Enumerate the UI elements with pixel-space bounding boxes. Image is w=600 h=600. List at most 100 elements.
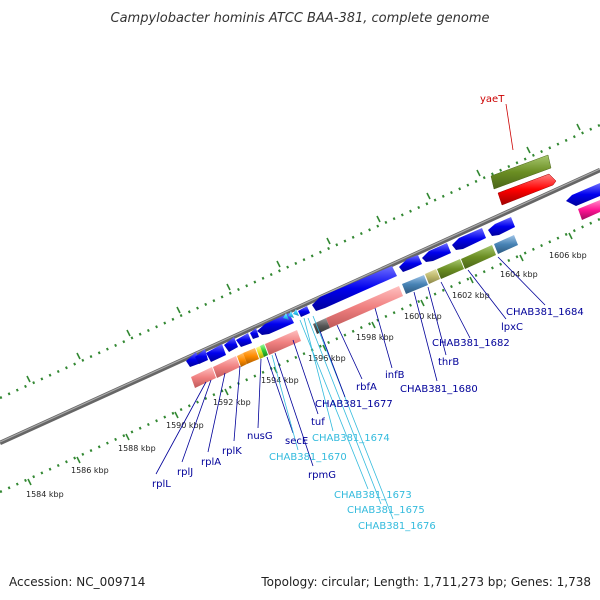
gene-label-CHAB381_1673[interactable]: CHAB381_1673 (334, 490, 412, 501)
cog-block (191, 367, 216, 388)
cds-arrow (236, 333, 252, 347)
scale-label: 1594 kbp (261, 376, 299, 385)
scale-label: 1590 kbp (166, 421, 204, 430)
gene-label-yaeT[interactable]: yaeT (480, 94, 505, 105)
scale-label: 1606 kbp (549, 251, 587, 260)
leader-secE (266, 356, 294, 434)
gene-label-thrB[interactable]: thrB (438, 357, 459, 368)
cds-row-reverse (186, 217, 515, 367)
leader-CHAB381_1680 (413, 291, 438, 382)
cog-block (243, 348, 259, 364)
leader-rbfA (336, 324, 363, 380)
cds-arrow (250, 328, 259, 339)
cog-block (437, 259, 464, 279)
feature-yaeT-olive (490, 154, 552, 190)
trna-arrow (293, 309, 299, 316)
cds-arrow (452, 228, 486, 250)
gene-label-CHAB381_1674[interactable]: CHAB381_1674 (312, 433, 390, 444)
gene-label-secE[interactable]: secE (285, 436, 308, 447)
cog-block (265, 330, 301, 355)
gene-label-tuf[interactable]: tuf (311, 417, 325, 428)
cog-block (313, 318, 330, 334)
trna-arrow (288, 311, 294, 318)
gene-label-rplK[interactable]: rplK (222, 446, 242, 457)
leader-CHAB381_1675 (307, 317, 382, 505)
gene-label-rplA[interactable]: rplA (201, 457, 221, 468)
cds-arrow (206, 344, 226, 362)
feature-edge-blue (566, 183, 600, 206)
scale-label: 1600 kbp (404, 312, 442, 321)
right-edge-features (566, 183, 600, 220)
gene-label-lpxC[interactable]: lpxC (501, 322, 523, 333)
leader-rplA (207, 372, 226, 453)
leader-rplL (155, 381, 207, 475)
scale-label: 1602 kbp (452, 291, 490, 300)
gene-labels: yaeT rplL rplJ rplA rplK nusG secE CHAB3… (152, 94, 584, 532)
scale-label: 1598 kbp (356, 333, 394, 342)
gene-label-rplJ[interactable]: rplJ (177, 467, 193, 478)
gene-label-rpmG[interactable]: rpmG (308, 470, 336, 481)
trna-arrow (283, 313, 289, 320)
cog-block (402, 275, 428, 294)
scale-labels: 1584 kbp 1586 kbp 1588 kbp 1590 kbp 1592… (26, 251, 587, 499)
gene-label-nusG[interactable]: nusG (247, 431, 273, 442)
scale-label: 1604 kbp (500, 270, 538, 279)
gene-label-rbfA[interactable]: rbfA (356, 382, 377, 393)
leader-CHAB381_1676 (312, 315, 394, 520)
leader-lpxC (467, 269, 507, 320)
accession-text: Accession: NC_009714 (9, 575, 145, 589)
leader-rplJ (181, 379, 212, 463)
gene-label-CHAB381_1677[interactable]: CHAB381_1677 (315, 399, 393, 410)
feature-yaeT-red (497, 173, 557, 206)
cds-arrow (488, 217, 515, 236)
gene-label-infB[interactable]: infB (385, 370, 405, 381)
scale-label: 1586 kbp (71, 466, 109, 475)
genome-backbone (0, 167, 600, 446)
gene-label-CHAB381_1684[interactable]: CHAB381_1684 (506, 307, 584, 318)
label-leaders (155, 103, 546, 520)
cog-color-row (191, 235, 518, 388)
leader-CHAB381_1670 (271, 354, 299, 451)
leader-nusG (257, 358, 262, 429)
gene-label-CHAB381_1682[interactable]: CHAB381_1682 (432, 338, 510, 349)
leader-yaeT (505, 103, 514, 151)
scale-label: 1592 kbp (213, 398, 251, 407)
leader-CHAB381_1674 (303, 317, 334, 432)
cog-block (237, 353, 247, 367)
cds-arrow (422, 243, 451, 262)
leader-CHAB381_1673 (299, 319, 369, 490)
cog-block (260, 344, 268, 357)
cds-arrow (312, 266, 397, 311)
map-title: Campylobacter hominis ATCC BAA-381, comp… (111, 11, 490, 26)
leader-CHAB381_1677 (319, 330, 346, 398)
scale-label: 1596 kbp (308, 354, 346, 363)
yaeT-feature-group (490, 154, 557, 206)
gene-label-rplL[interactable]: rplL (152, 479, 171, 490)
gene-label-CHAB381_1676[interactable]: CHAB381_1676 (358, 521, 436, 532)
cog-block (494, 235, 518, 254)
scale-label: 1588 kbp (118, 444, 156, 453)
cds-arrow (399, 255, 422, 272)
leader-rplK (233, 365, 241, 442)
cds-arrow (224, 337, 238, 352)
leader-tuf (292, 339, 319, 415)
feature-edge-magenta (578, 200, 600, 220)
leader-CHAB381_1682 (440, 281, 471, 339)
genome-summary-text: Topology: circular; Length: 1,711,273 bp… (260, 575, 591, 589)
leader-CHAB381_1684 (497, 256, 546, 306)
gene-label-CHAB381_1675[interactable]: CHAB381_1675 (347, 505, 425, 516)
cog-block (461, 245, 496, 269)
gene-label-CHAB381_1680[interactable]: CHAB381_1680 (400, 384, 478, 395)
lower-tick-track (0, 217, 600, 494)
leader-rpmG (274, 352, 314, 467)
cog-block (213, 356, 240, 378)
cog-block (326, 286, 403, 328)
cog-block (425, 269, 440, 284)
scale-label: 1584 kbp (26, 490, 64, 499)
cog-block (256, 346, 264, 359)
upper-tick-track (0, 123, 600, 400)
cds-arrow (195, 349, 208, 364)
gene-label-CHAB381_1670[interactable]: CHAB381_1670 (269, 452, 347, 463)
cds-arrow (298, 306, 310, 317)
